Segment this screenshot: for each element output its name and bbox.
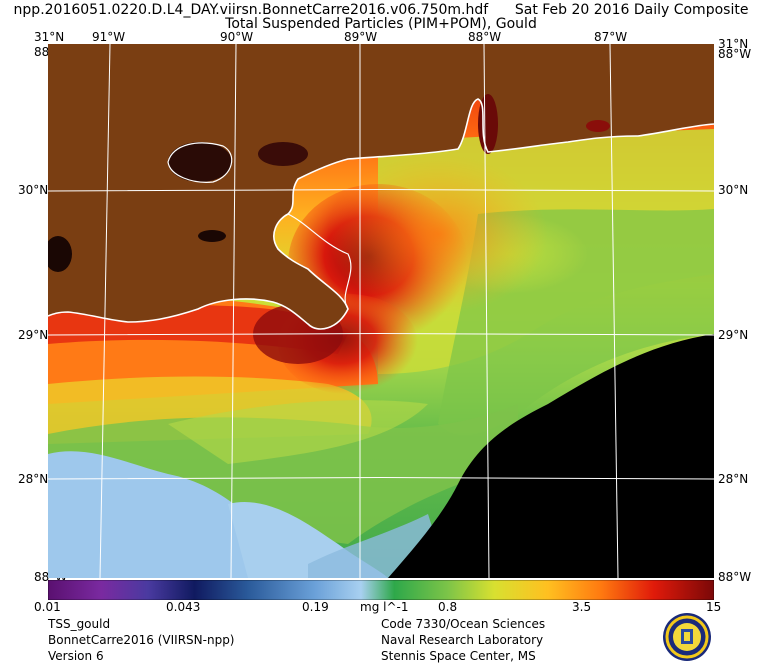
footer-lab: Naval Research Laboratory xyxy=(381,633,544,647)
lat-label-28-right: 28°N xyxy=(718,472,749,486)
lat-label-30-left: 30°N xyxy=(18,183,49,197)
land xyxy=(48,44,714,329)
cbar-unit: mg l^-1 xyxy=(360,600,409,614)
tss-map xyxy=(48,44,714,578)
footer-version: Version 6 xyxy=(48,649,104,663)
bay-inland xyxy=(198,230,226,242)
corner-label-br: 88°W xyxy=(718,570,752,584)
cbar-tick-5: 15 xyxy=(706,600,722,614)
lat-label-29-right: 29°N xyxy=(718,328,749,342)
cbar-tick-3: 0.8 xyxy=(438,600,458,614)
no-data-region xyxy=(388,334,714,578)
lon-label-89: 89°W xyxy=(344,30,378,44)
cbar-tick-2: 0.19 xyxy=(302,600,329,614)
product-title: Total Suspended Particles (PIM+POM), Gou… xyxy=(225,16,537,32)
lat-label-30-right: 30°N xyxy=(718,183,749,197)
lon-label-90: 90°W xyxy=(220,30,254,44)
footer-product: TSS_gould xyxy=(48,617,111,631)
nrl-seal-logo xyxy=(663,613,711,661)
cbar-tick-0: 0.01 xyxy=(34,600,61,614)
lon-label-88: 88°W xyxy=(468,30,502,44)
lat-label-28-left: 28°N xyxy=(18,472,49,486)
footer-code: Code 7330/Ocean Sciences xyxy=(381,617,546,631)
footer-location: Stennis Space Center, MS xyxy=(381,649,536,663)
lake-pontchartrain xyxy=(168,142,232,182)
graticule xyxy=(48,44,714,578)
corner-label-tr: 88°W xyxy=(718,47,752,61)
lake-west xyxy=(48,236,72,272)
river-plume-halo xyxy=(328,154,548,314)
colorbar xyxy=(48,580,714,600)
cbar-tick-4: 3.5 xyxy=(572,600,592,614)
lat-label-29-left: 29°N xyxy=(18,328,49,342)
lake-borgne xyxy=(258,142,308,166)
lon-label-91: 91°W xyxy=(92,30,126,44)
offshore-blue xyxy=(48,451,298,578)
colorbar-gradient xyxy=(48,580,714,600)
coastline xyxy=(48,98,714,330)
delta-outline xyxy=(287,213,352,310)
lat-label-top-right: 31°N xyxy=(718,37,749,51)
lon-label-87: 87°W xyxy=(594,30,628,44)
lake-outline xyxy=(167,142,233,183)
lat-label-top-left: 31°N xyxy=(34,30,65,44)
pensacola-bay xyxy=(586,120,610,132)
footer-dataset: BonnetCarre2016 (VIIRSN-npp) xyxy=(48,633,235,647)
cbar-tick-1: 0.043 xyxy=(166,600,201,614)
file-title: npp.2016051.0220.D.L4_DAY.viirsn.BonnetC… xyxy=(13,2,749,18)
